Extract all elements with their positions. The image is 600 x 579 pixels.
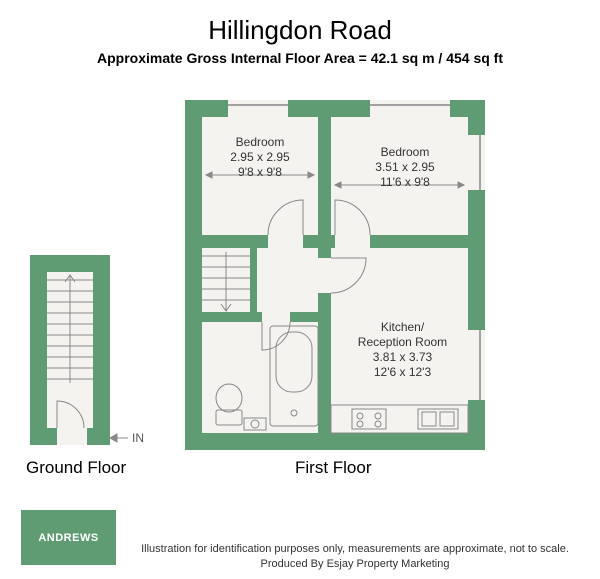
kitchen-label: Kitchen/ Reception Room 3.81 x 3.73 12'6…	[345, 320, 460, 380]
page-title: Hillingdon Road	[0, 15, 600, 46]
opening-bed2	[335, 235, 370, 248]
bedroom2-label: Bedroom 3.51 x 2.95 11'6 x 9'8	[355, 145, 455, 190]
footer: ANDREWS Illustration for identification …	[0, 542, 600, 571]
ground-floor-label: Ground Floor	[26, 458, 126, 478]
andrews-logo: ANDREWS	[21, 510, 116, 565]
ground-door-opening	[57, 428, 87, 445]
wall-stair-right	[250, 248, 257, 318]
in-label: IN	[132, 431, 144, 445]
floorplan: Bedroom 2.95 x 2.95 9'8 x 9'8 Bedroom 3.…	[0, 80, 600, 500]
area-subtitle: Approximate Gross Internal Floor Area = …	[0, 50, 600, 66]
footer-line2: Produced By Esjay Property Marketing	[261, 558, 450, 570]
footer-line1: Illustration for identification purposes…	[141, 543, 569, 555]
opening-bath	[262, 312, 290, 322]
opening-kitchen	[318, 258, 331, 293]
opening-bed1	[268, 235, 303, 248]
wall-bedrooms-vertical	[318, 117, 331, 248]
first-floor-label: First Floor	[295, 458, 372, 478]
in-arrow-icon	[110, 434, 128, 442]
bedroom1-label: Bedroom 2.95 x 2.95 9'8 x 9'8	[215, 135, 305, 180]
